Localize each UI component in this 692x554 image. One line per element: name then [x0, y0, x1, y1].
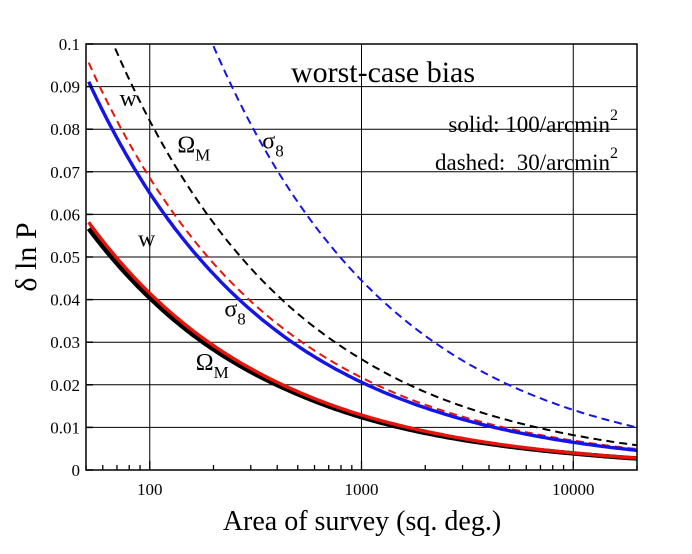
curve-label: ΩM: [177, 133, 210, 165]
x-tick-label: 100: [137, 480, 163, 499]
curve-label: w: [120, 86, 138, 112]
x-tick-label: 1000: [345, 480, 379, 499]
grid-lines: [86, 43, 637, 471]
x-axis-label: Area of survey (sq. deg.): [223, 506, 501, 537]
y-tick-label: 0.03: [50, 333, 80, 352]
series-line: ΩM, 100/arcmin² (solid): [86, 227, 638, 461]
series-group: ΩM, 30/arcmin² (dashed)w, 30/arcmin² (da…: [86, 45, 638, 461]
series-line: w, 30/arcmin² (dashed): [87, 62, 638, 451]
series-line: ΩM, 30/arcmin² (dashed): [114, 48, 638, 447]
y-tick-label: 0.07: [50, 163, 80, 182]
y-tick-label: 0: [72, 461, 81, 480]
x-tick-label: 10000: [552, 480, 595, 499]
legend-note-dashed-sup: 2: [610, 145, 618, 162]
axis-ticks: 0 0.01 0.02 0.03 0.04 0.05 0.06 0.07 0.08 0.09 0.1…: [50, 35, 638, 499]
y-tick-label: 0.06: [50, 205, 80, 224]
legend-note-dashed-text: dashed: 30/arcmin: [435, 150, 611, 175]
legend-note-dashed: dashed: 30/arcmin2: [435, 145, 618, 175]
y-tick-label: 0.08: [50, 120, 80, 139]
legend-note-solid-sup: 2: [610, 107, 618, 124]
y-tick-label: 0.02: [50, 376, 80, 395]
y-tick-label: 0.01: [50, 418, 80, 437]
legend-note-solid: solid: 100/arcmin2: [448, 107, 618, 137]
series-line: σ8, 100/arcmin² (solid): [87, 80, 638, 453]
curve-label: ΩM: [196, 350, 229, 382]
series-line: w, 100/arcmin² (solid): [87, 221, 638, 460]
y-axis-label: δ ln P: [10, 222, 43, 291]
chart-title: worst-case bias: [291, 56, 475, 89]
y-tick-label: 0.04: [50, 291, 80, 310]
y-tick-label: 0.09: [50, 78, 80, 97]
curve-label: σ8: [262, 128, 283, 160]
y-tick-label: 0.05: [50, 248, 80, 267]
curve-label: w: [138, 226, 156, 252]
annotations: w ΩM σ8 w σ8 ΩM: [120, 86, 284, 382]
curve-label: σ8: [224, 297, 245, 329]
y-tick-label: 0.1: [59, 35, 80, 54]
legend-note-solid-text: solid: 100/arcmin: [448, 112, 610, 137]
